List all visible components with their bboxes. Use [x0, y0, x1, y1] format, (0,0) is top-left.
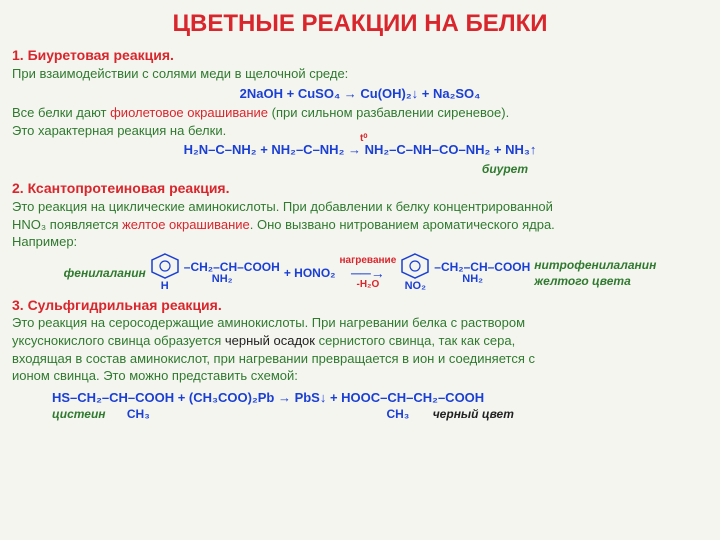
r1-formula1: 2NaOH + CuSO₄ → Cu(OH)₂↓ + Na₂SO₄ — [12, 85, 708, 103]
r1-biuret-label: биурет — [12, 161, 708, 177]
r3-labels: цистеин CH₃ CH₃ черный цвет — [12, 406, 708, 422]
r2-right-label2: желтого цвета — [534, 274, 630, 288]
r2-plus: + HONO₂ — [284, 265, 336, 281]
r3-formula: HS–CH₂–CH–COOH + (CH₃COO)₂Pb → PbS↓ + HO… — [12, 389, 708, 407]
r3-ch3b: CH₃ — [386, 407, 409, 421]
r1-temp: t⁰ — [360, 132, 367, 146]
r2-frag-bot-2: NH₂ — [434, 274, 483, 286]
r1-line2: Все белки дают фиолетовое окрашивание (п… — [12, 104, 708, 122]
r3-ch3a: CH₃ — [127, 407, 150, 421]
r2-line2: HNO₃ появляется желтое окрашивание. Оно … — [12, 216, 708, 234]
r2-frag-top-1: –CH₂–CH–COOH — [184, 261, 280, 274]
r2-frag-right: –CH₂–CH–COOH NH₂ — [434, 261, 530, 285]
r2-frag-bot-1: NH₂ — [184, 274, 233, 286]
benzene-ring-2: NO₂ — [400, 253, 430, 294]
r2-arrow-bot: -H₂O — [356, 280, 379, 290]
r3-label-right: черный цвет — [433, 407, 514, 421]
r2-line2a: HNO₃ появляется — [12, 217, 122, 232]
r2-line3: Например: — [12, 233, 708, 251]
r3-line2c: сернистого свинца, так как сера, — [315, 333, 515, 348]
r2-right-label: нитрофенилаланин желтого цвета — [534, 257, 656, 289]
benzene-ring-1: H — [150, 253, 180, 294]
r3-line1: Это реакция на серосодержащие аминокисло… — [12, 314, 708, 332]
r3-line2: уксуснокислого свинца образуется черный … — [12, 332, 708, 350]
r2-line2b: желтое окрашивание — [122, 217, 250, 232]
r2-H: H — [161, 279, 169, 294]
r3-line3: входящая в состав аминокислот, при нагре… — [12, 350, 708, 368]
r2-reaction: фенилаланин H –CH₂–CH–COOH NH₂ + HONO₂ н… — [12, 253, 708, 294]
r1-line2c: (при сильном разбавлении сиреневое). — [268, 105, 509, 120]
r3-label-left: цистеин — [52, 407, 106, 421]
r2-frag-left: –CH₂–CH–COOH NH₂ — [184, 261, 280, 285]
r2-left-label: фенилаланин — [64, 265, 146, 281]
r1-line2a: Все белки дают — [12, 105, 110, 120]
r1-heading: 1. Биуретовая реакция. — [12, 46, 708, 65]
page-title: ЦВЕТНЫЕ РЕАКЦИИ НА БЕЛКИ — [12, 8, 708, 40]
r2-line2c: . Оно вызвано нитрованием ароматического… — [250, 217, 555, 232]
r1-line2b: фиолетовое окрашивание — [110, 105, 268, 120]
r1-line1: При взаимодействии с солями меди в щелоч… — [12, 65, 708, 83]
r3-heading: 3. Сульфгидрильная реакция. — [12, 296, 708, 315]
r2-frag-top-2: –CH₂–CH–COOH — [434, 261, 530, 274]
r3-line2b: черный осадок — [225, 333, 315, 348]
r2-right-label1: нитрофенилаланин — [534, 258, 656, 272]
r2-no2: NO₂ — [405, 279, 426, 294]
r3-line4: ионом свинца. Это можно представить схем… — [12, 367, 708, 385]
r2-line1: Это реакция на циклические аминокислоты.… — [12, 198, 708, 216]
r2-heading: 2. Ксантопротеиновая реакция. — [12, 179, 708, 198]
r1-formula2: H₂N–C–NH₂ + NH₂–C–NH₂ → NH₂–C–NH–CO–NH₂ … — [12, 141, 708, 159]
r3-line2a: уксуснокислого свинца образуется — [12, 333, 225, 348]
r2-arrow: нагревание ──→ -H₂O — [340, 256, 397, 290]
